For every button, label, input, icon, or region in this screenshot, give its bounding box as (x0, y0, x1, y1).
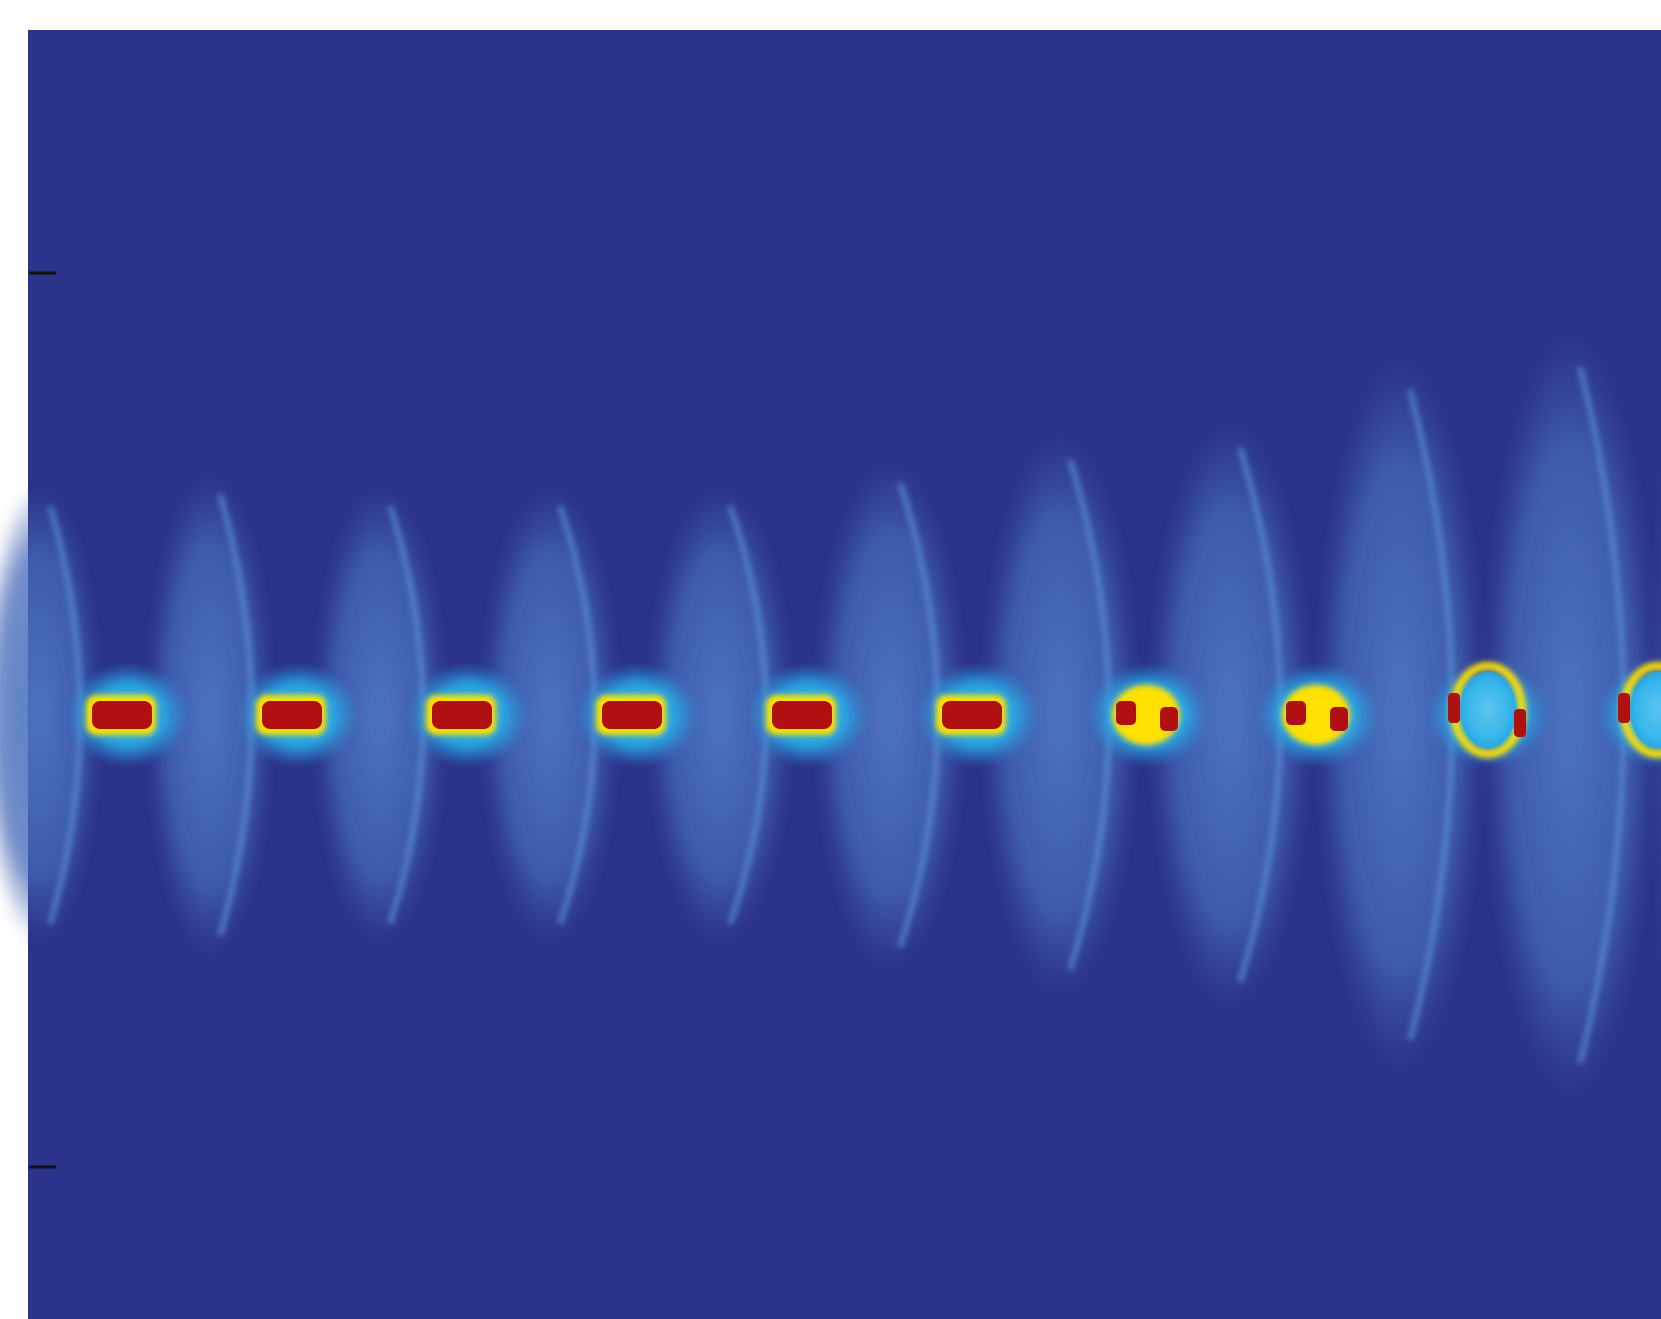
plume-core-3 (406, 663, 530, 767)
core-red-left (1286, 701, 1306, 725)
wavefront-10 (1483, 328, 1657, 1102)
plume-core-4 (576, 663, 700, 767)
plume-core-8 (1256, 663, 1380, 767)
plume-core-6 (916, 663, 1040, 767)
core-red-left (1618, 693, 1630, 723)
core-red (92, 701, 152, 729)
plume-layer (0, 328, 1661, 1102)
plume-core-9 (1426, 662, 1550, 767)
core-red-left (1448, 693, 1460, 723)
core-ring-fill (1630, 672, 1661, 748)
core-red (772, 701, 832, 729)
core-red (432, 701, 492, 729)
core-red (262, 701, 322, 729)
wavefront-1 (0, 483, 100, 947)
plume-core-7 (1086, 663, 1210, 767)
core-red-right (1330, 707, 1348, 731)
plume-core-2 (236, 663, 360, 767)
core-ring-fill (1460, 672, 1516, 748)
core-red-left (1116, 701, 1136, 725)
plume-core-5 (746, 663, 870, 767)
plume-core-1 (66, 663, 190, 767)
core-red (602, 701, 662, 729)
core-red (942, 701, 1002, 729)
core-red-right (1514, 709, 1526, 737)
core-red-right (1160, 707, 1178, 731)
plume-core-10 (1596, 662, 1661, 767)
